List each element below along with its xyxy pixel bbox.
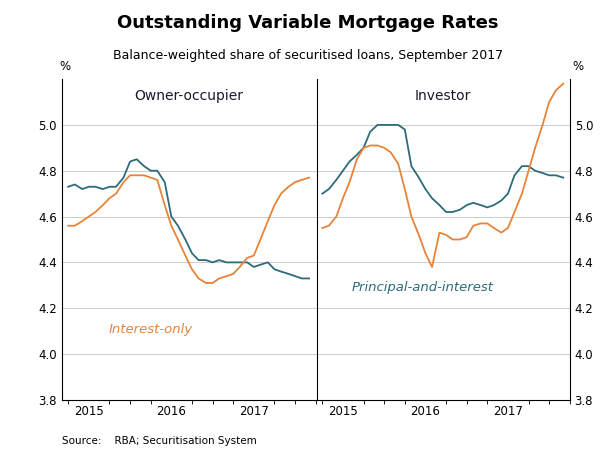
Text: Outstanding Variable Mortgage Rates: Outstanding Variable Mortgage Rates	[117, 14, 499, 32]
Text: Principal-and-interest: Principal-and-interest	[351, 281, 493, 294]
Text: %: %	[59, 60, 70, 73]
Text: Investor: Investor	[415, 89, 471, 103]
Text: Balance-weighted share of securitised loans, September 2017: Balance-weighted share of securitised lo…	[113, 49, 503, 62]
Text: Interest-only: Interest-only	[108, 323, 193, 336]
Text: Source:    RBA; Securitisation System: Source: RBA; Securitisation System	[62, 436, 256, 446]
Text: %: %	[572, 60, 583, 73]
Text: Owner-occupier: Owner-occupier	[134, 89, 243, 103]
